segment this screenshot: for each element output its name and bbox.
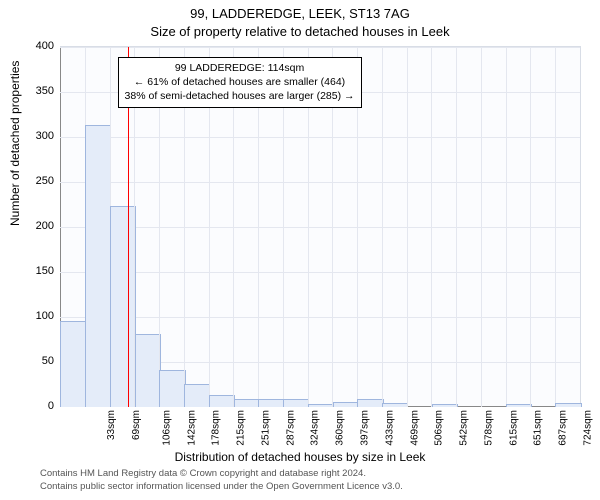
xtick-label: 724sqm — [582, 410, 593, 446]
gridline-h — [60, 227, 580, 228]
xtick-label: 69sqm — [131, 410, 142, 440]
histogram-bar — [506, 404, 532, 407]
footer-line-1: Contains HM Land Registry data © Crown c… — [40, 468, 403, 481]
histogram-bar — [258, 399, 284, 407]
footer-line-2: Contains public sector information licen… — [40, 481, 403, 494]
ytick-label: 150 — [14, 265, 54, 277]
gridline-h — [60, 182, 580, 183]
x-axis-label: Distribution of detached houses by size … — [0, 450, 600, 464]
gridline-h — [60, 137, 580, 138]
histogram-bar — [234, 399, 260, 407]
gridline-v — [456, 47, 457, 407]
gridline-h — [60, 272, 580, 273]
histogram-bar — [308, 404, 334, 407]
gridline-v — [382, 47, 383, 407]
histogram-bar — [382, 403, 408, 407]
histogram-bar — [60, 321, 86, 408]
xtick-label: 506sqm — [434, 410, 445, 446]
histogram-bar — [159, 370, 185, 407]
ytick-label: 100 — [14, 310, 54, 322]
histogram-bar — [184, 384, 210, 408]
gridline-v — [407, 47, 408, 407]
xtick-label: 578sqm — [483, 410, 494, 446]
xtick-label: 433sqm — [384, 410, 395, 446]
ytick-label: 50 — [14, 355, 54, 367]
xtick-label: 397sqm — [360, 410, 371, 446]
histogram-bar — [135, 334, 161, 407]
ytick-label: 350 — [14, 85, 54, 97]
xtick-label: 651sqm — [533, 410, 544, 446]
histogram-bar — [555, 403, 581, 407]
chart-title-sub: Size of property relative to detached ho… — [0, 24, 600, 39]
xtick-label: 178sqm — [211, 410, 222, 446]
histogram-bar — [209, 395, 235, 407]
gridline-v — [555, 47, 556, 407]
histogram-bar — [357, 399, 383, 407]
annotation-line-3: 38% of semi-detached houses are larger (… — [125, 89, 355, 103]
xtick-label: 287sqm — [285, 410, 296, 446]
histogram-bar — [283, 399, 309, 407]
xtick-label: 324sqm — [310, 410, 321, 446]
histogram-bar — [432, 404, 458, 407]
xtick-label: 33sqm — [106, 410, 117, 440]
ytick-label: 0 — [14, 400, 54, 412]
footer-credits: Contains HM Land Registry data © Crown c… — [40, 468, 403, 494]
xtick-label: 142sqm — [186, 410, 197, 446]
xtick-label: 542sqm — [459, 410, 470, 446]
ytick-label: 250 — [14, 175, 54, 187]
xtick-label: 469sqm — [409, 410, 420, 446]
gridline-v — [431, 47, 432, 407]
annotation-line-1: 99 LADDEREDGE: 114sqm — [125, 61, 355, 75]
xtick-label: 251sqm — [261, 410, 272, 446]
gridline-v — [481, 47, 482, 407]
gridline-v — [530, 47, 531, 407]
gridline-h — [60, 47, 580, 48]
plot-area: 99 LADDEREDGE: 114sqm← 61% of detached h… — [60, 46, 581, 407]
annotation-line-2: ← 61% of detached houses are smaller (46… — [125, 75, 355, 89]
xtick-label: 106sqm — [161, 410, 172, 446]
annotation-box: 99 LADDEREDGE: 114sqm← 61% of detached h… — [118, 57, 362, 108]
histogram-bar — [110, 206, 136, 407]
ytick-label: 400 — [14, 40, 54, 52]
chart-title-main: 99, LADDEREDGE, LEEK, ST13 7AG — [0, 6, 600, 21]
gridline-h — [60, 317, 580, 318]
xtick-label: 615sqm — [508, 410, 519, 446]
xtick-label: 360sqm — [335, 410, 346, 446]
histogram-bar — [333, 402, 359, 407]
xtick-label: 687sqm — [558, 410, 569, 446]
xtick-label: 215sqm — [236, 410, 247, 446]
gridline-v — [506, 47, 507, 407]
ytick-label: 300 — [14, 130, 54, 142]
ytick-label: 200 — [14, 220, 54, 232]
histogram-bar — [85, 125, 111, 407]
